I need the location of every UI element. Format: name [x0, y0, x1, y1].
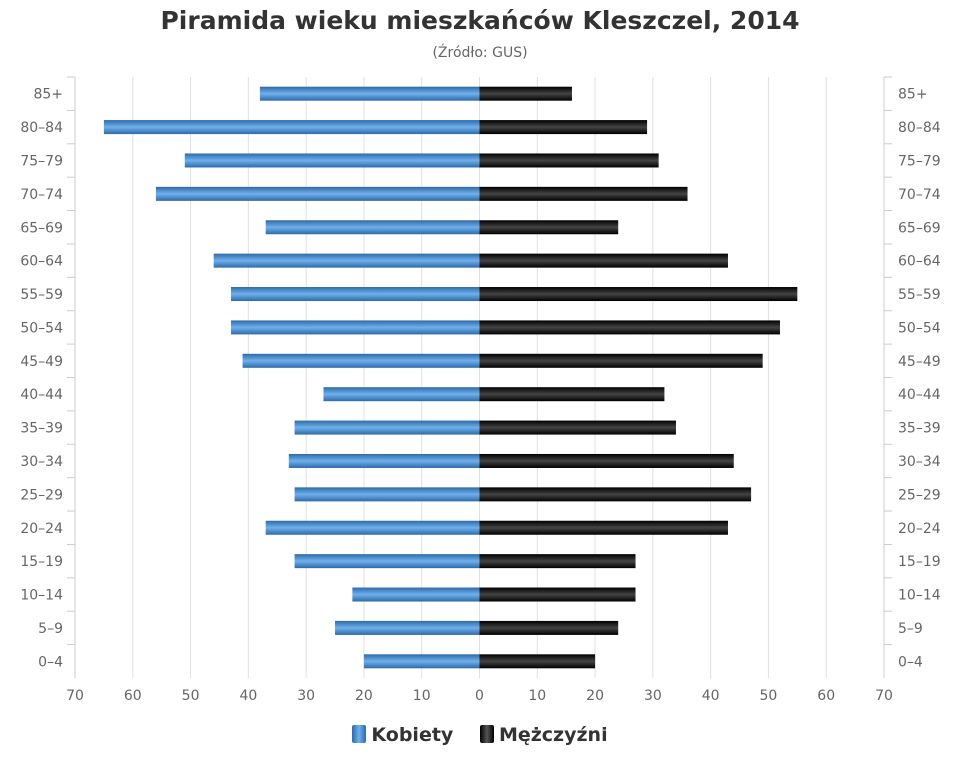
y-tick-label-right: 55–59 [898, 287, 941, 303]
bar-mezczyzni [479, 654, 596, 669]
legend: Kobiety Mężczyźni [0, 724, 960, 746]
x-tick-label: 30 [297, 688, 315, 704]
y-tick-label-left: 60–64 [20, 254, 63, 270]
bar-mezczyzni [479, 387, 665, 402]
x-tick-label: 60 [817, 688, 835, 704]
bar-mezczyzni [479, 220, 619, 235]
y-tick-label-right: 45–49 [898, 354, 941, 370]
legend-swatch [352, 725, 367, 743]
bar-kobiety [294, 554, 480, 569]
bar-kobiety [294, 420, 480, 435]
y-tick-label-right: 50–54 [898, 320, 941, 336]
y-tick-label-right: 85+ [898, 87, 928, 103]
bar-kobiety [231, 320, 480, 335]
x-tick-label: 20 [586, 688, 604, 704]
y-tick-label-right: 30–34 [898, 454, 941, 470]
bar-mezczyzni [479, 554, 636, 569]
bar-kobiety [294, 487, 480, 502]
y-tick-label-left: 40–44 [20, 387, 63, 403]
bar-mezczyzni [479, 253, 728, 268]
y-tick-label-right: 20–24 [898, 521, 941, 537]
y-tick-label-left: 15–19 [20, 554, 63, 570]
bar-mezczyzni [479, 186, 688, 201]
y-tick-label-right: 75–79 [898, 153, 941, 169]
bar-mezczyzni [479, 487, 752, 502]
y-tick-label-left: 75–79 [20, 153, 63, 169]
y-tick-label-left: 30–34 [20, 454, 63, 470]
y-tick-label-right: 25–29 [898, 487, 941, 503]
bar-mezczyzni [479, 520, 728, 535]
y-tick-label-left: 85+ [33, 87, 63, 103]
bar-kobiety [288, 453, 480, 468]
x-tick-label: 70 [875, 688, 893, 704]
bar-mezczyzni [479, 153, 659, 168]
bar-mezczyzni [479, 120, 648, 135]
x-tick-label: 10 [528, 688, 546, 704]
x-tick-label: 60 [124, 688, 142, 704]
bar-mezczyzni [479, 86, 572, 101]
x-tick-label: 0 [475, 688, 484, 704]
bar-kobiety [213, 253, 480, 268]
y-tick-label-left: 35–39 [20, 421, 63, 437]
y-tick-label-left: 25–29 [20, 487, 63, 503]
bar-kobiety [352, 587, 480, 602]
y-tick-label-right: 65–69 [898, 220, 941, 236]
x-tick-label: 20 [355, 688, 373, 704]
x-tick-label: 70 [66, 688, 84, 704]
x-tick-label: 50 [760, 688, 778, 704]
y-tick-label-left: 80–84 [20, 120, 63, 136]
bar-kobiety [259, 86, 480, 101]
bar-kobiety [265, 520, 480, 535]
y-tick-label-right: 0–4 [898, 654, 923, 670]
chart-subtitle: (Źródło: GUS) [432, 45, 528, 61]
y-tick-label-left: 5–9 [38, 621, 63, 637]
x-tick-label: 30 [644, 688, 662, 704]
bar-mezczyzni [479, 287, 798, 302]
bar-kobiety [103, 120, 480, 135]
legend-label: Mężczyźni [498, 724, 608, 746]
legend-label: Kobiety [371, 724, 454, 746]
y-tick-label-left: 10–14 [20, 588, 63, 604]
y-tick-label-right: 35–39 [898, 421, 941, 437]
y-tick-label-right: 5–9 [898, 621, 923, 637]
y-tick-label-left: 55–59 [20, 287, 63, 303]
x-tick-label: 40 [702, 688, 720, 704]
y-tick-label-left: 0–4 [38, 654, 63, 670]
y-tick-label-left: 70–74 [20, 187, 63, 203]
bar-kobiety [184, 153, 480, 168]
y-tick-label-left: 45–49 [20, 354, 63, 370]
y-tick-label-right: 60–64 [898, 254, 941, 270]
bar-mezczyzni [479, 453, 734, 468]
y-tick-label-right: 70–74 [898, 187, 941, 203]
bar-kobiety [335, 620, 480, 635]
bar-mezczyzni [479, 620, 619, 635]
bar-kobiety [231, 287, 480, 302]
x-tick-label: 10 [413, 688, 431, 704]
y-tick-label-right: 10–14 [898, 588, 941, 604]
bar-mezczyzni [479, 353, 763, 368]
legend-item-kobiety[interactable]: Kobiety [352, 724, 453, 746]
x-tick-label: 50 [182, 688, 200, 704]
bar-kobiety [265, 220, 480, 235]
bar-mezczyzni [479, 420, 676, 435]
bar-kobiety [363, 654, 480, 669]
y-tick-label-left: 65–69 [20, 220, 63, 236]
y-tick-label-left: 20–24 [20, 521, 63, 537]
bar-mezczyzni [479, 587, 636, 602]
bar-mezczyzni [479, 320, 780, 335]
chart-title: Piramida wieku mieszkańców Kleszczel, 20… [160, 6, 800, 35]
bar-kobiety [155, 186, 480, 201]
bar-kobiety [242, 353, 480, 368]
x-tick-label: 40 [239, 688, 257, 704]
y-tick-label-right: 15–19 [898, 554, 941, 570]
y-tick-label-left: 50–54 [20, 320, 63, 336]
legend-swatch [479, 725, 494, 743]
bar-kobiety [323, 387, 480, 402]
legend-item-mezczyzni[interactable]: Mężczyźni [479, 724, 608, 746]
y-tick-label-right: 80–84 [898, 120, 941, 136]
y-tick-label-right: 40–44 [898, 387, 941, 403]
